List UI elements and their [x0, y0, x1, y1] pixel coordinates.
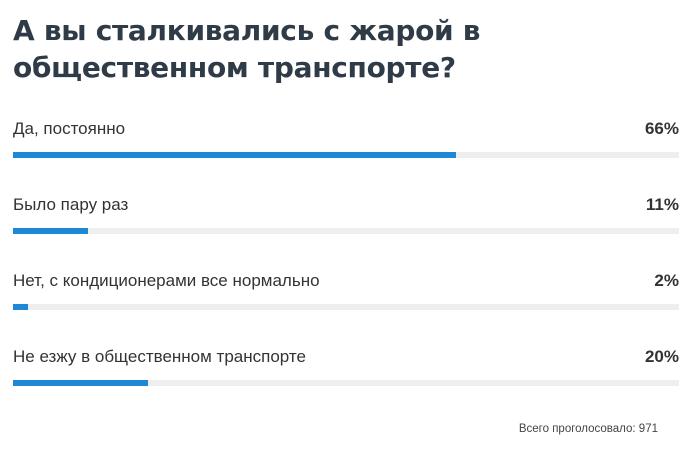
poll-question: А вы сталкивались с жарой в общественном…	[13, 14, 481, 84]
option-label: Не езжу в общественном транспорте	[13, 347, 306, 366]
option-percent: 20%	[644, 347, 679, 366]
progress-track	[13, 304, 679, 310]
option-label: Было пару раз	[13, 195, 129, 214]
progress-fill	[13, 228, 88, 234]
option-percent: 2%	[654, 271, 679, 290]
total-votes: Всего проголосовало: 971	[518, 423, 658, 435]
progress-fill	[13, 380, 149, 386]
option-label: Да, постоянно	[13, 119, 126, 138]
progress-fill	[13, 152, 456, 158]
progress-track	[13, 228, 679, 234]
progress-fill	[13, 304, 28, 310]
poll-option-yes-constantly[interactable]: Да, постоянно 66%	[13, 118, 679, 194]
option-percent: 11%	[645, 195, 679, 214]
option-percent: 66%	[644, 119, 679, 138]
progress-track	[13, 380, 679, 386]
poll-widget: А вы сталкивались с жарой в общественном…	[13, 0, 679, 452]
poll-options: Да, постоянно 66% Было пару раз 11% Нет,…	[13, 118, 679, 422]
poll-option-no-air-conditioning-ok[interactable]: Нет, с кондиционерами все нормально 2%	[13, 270, 679, 346]
option-label: Нет, с кондиционерами все нормально	[13, 271, 320, 290]
poll-option-dont-use-transport[interactable]: Не езжу в общественном транспорте 20%	[13, 346, 679, 422]
progress-track	[13, 152, 679, 158]
poll-option-couple-times[interactable]: Было пару раз 11%	[13, 194, 679, 270]
